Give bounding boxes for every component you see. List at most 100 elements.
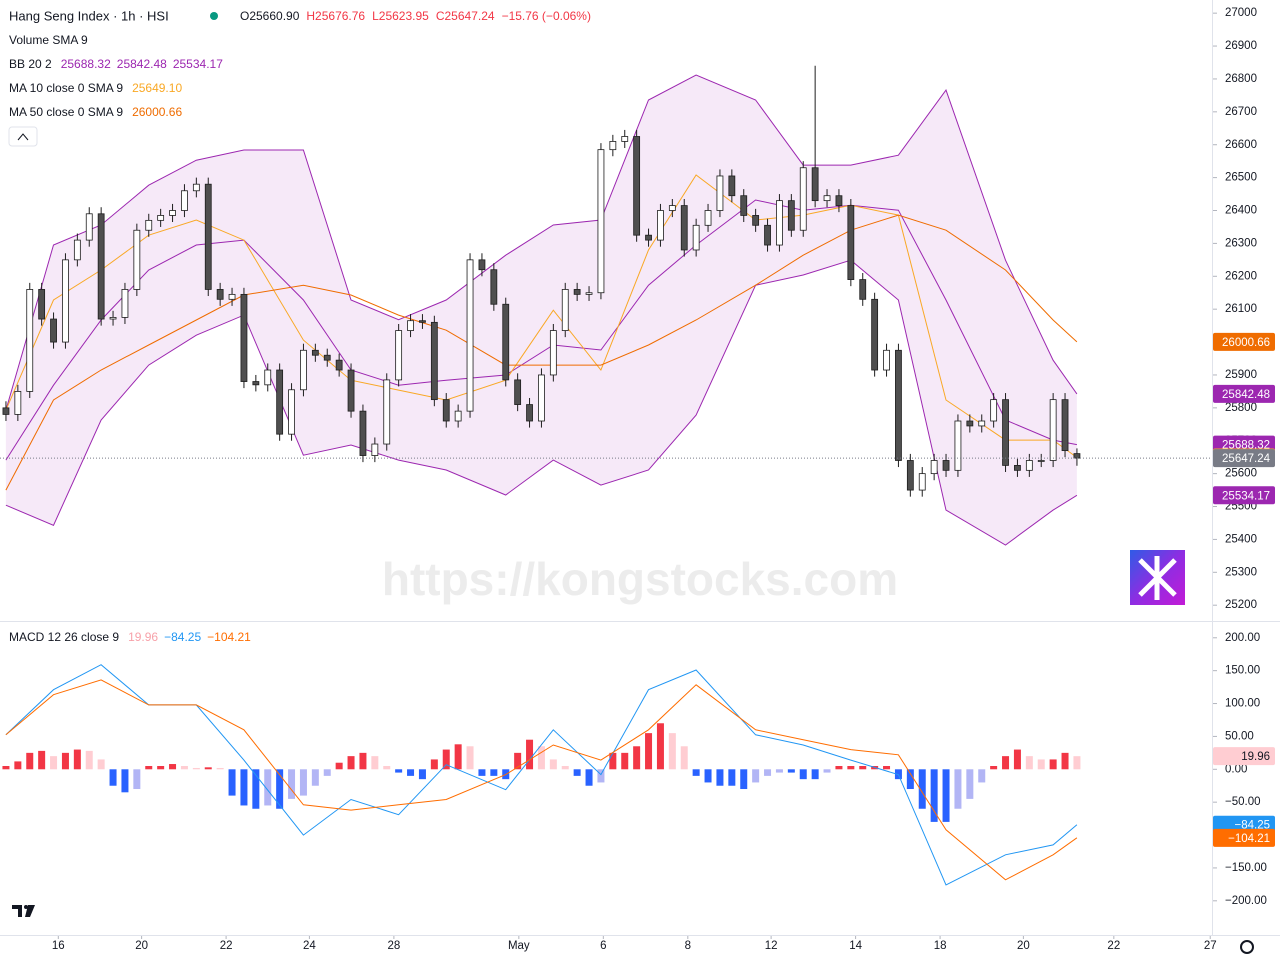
histogram-bar	[1025, 756, 1033, 770]
candle-body	[264, 369, 272, 386]
y-tick-label: 27000	[1225, 7, 1257, 19]
price-tag	[1213, 486, 1275, 505]
histogram-bar	[799, 769, 807, 780]
candle-body	[609, 141, 617, 151]
bb-fill	[5, 75, 1077, 545]
legend: Hang Seng Index · 1h · HSI O25660.90 H256…	[9, 8, 591, 644]
candle-body	[740, 195, 748, 216]
histogram-bar	[145, 766, 153, 770]
price-tag-label: 26000.66	[1222, 337, 1270, 349]
candle-body	[668, 205, 676, 211]
histogram-bar	[371, 756, 379, 770]
plot: 2520025300254002550025600257002580025900…	[0, 7, 1275, 952]
histogram-bar	[692, 769, 700, 776]
histogram-bar	[228, 769, 236, 796]
x-tick-label: 22	[1107, 940, 1120, 952]
histogram-bar	[775, 769, 783, 773]
ohlc-value: O25660.90	[240, 9, 300, 23]
indicator-value: 25534.17	[173, 57, 223, 71]
candle-body	[621, 136, 629, 142]
x-tick-label: 6	[600, 940, 606, 952]
histogram-bar	[549, 759, 557, 770]
y-tick-label: 26500	[1225, 172, 1257, 184]
candle-body	[728, 175, 736, 197]
candle-body	[978, 420, 986, 427]
candle-body	[585, 292, 593, 295]
candle-body	[502, 303, 510, 381]
candle-body	[192, 183, 200, 192]
candle-body	[1037, 460, 1045, 462]
candle-body	[514, 379, 522, 405]
histogram-bar	[526, 739, 534, 770]
candle-body	[252, 381, 260, 386]
candle-body	[942, 460, 950, 471]
histogram-bar	[752, 769, 760, 783]
x-tick-label: 12	[765, 940, 778, 952]
histogram-bar	[180, 766, 188, 770]
settings-icon[interactable]	[1240, 940, 1254, 954]
x-tick-label: May	[508, 940, 530, 952]
candle-body	[930, 460, 938, 475]
candle-body	[823, 195, 831, 202]
indicator-value: −104.21	[207, 630, 251, 644]
histogram-bar	[1073, 756, 1081, 770]
histogram-bar	[276, 769, 284, 809]
y-tick-label: −150.00	[1225, 862, 1267, 874]
ohlc-value: −15.76 (−0.06%)	[502, 9, 591, 23]
histogram-bar	[740, 769, 748, 790]
candle-body	[133, 229, 141, 290]
candle-body	[859, 279, 867, 300]
candle-body	[311, 349, 319, 356]
histogram-bar	[859, 766, 867, 770]
candle-body	[216, 289, 224, 300]
histogram-bar	[704, 769, 712, 783]
histogram-bar	[597, 769, 605, 783]
histogram-bar	[930, 769, 938, 822]
indicator-name: MA 50 close 0 SMA 9	[9, 105, 123, 119]
candle-body	[240, 293, 248, 382]
tv-logo	[12, 905, 35, 917]
histogram-bar	[1061, 752, 1069, 770]
histogram-bar	[847, 766, 855, 770]
y-tick-label: 50.00	[1225, 730, 1254, 742]
histogram-bar	[978, 769, 986, 783]
y-tick-label: −50.00	[1225, 796, 1261, 808]
y-tick-label: 25200	[1225, 599, 1257, 611]
y-tick-label: 26700	[1225, 106, 1257, 118]
y-tick-label: 200.00	[1225, 632, 1260, 644]
candle-body	[752, 215, 760, 226]
y-tick-label: 25800	[1225, 402, 1257, 414]
y-tick-label: 0.00	[1225, 763, 1247, 775]
candle-body	[323, 354, 331, 361]
histogram-bar	[26, 752, 34, 770]
histogram-bar	[192, 767, 200, 770]
candle-body	[895, 349, 902, 461]
histogram-bar	[1002, 756, 1010, 770]
histogram-bar	[668, 733, 676, 770]
histogram-bar	[811, 769, 819, 780]
price-tag-label: −104.21	[1228, 833, 1270, 845]
candle-body	[204, 183, 212, 290]
histogram-bar	[395, 769, 403, 773]
histogram-bar	[966, 769, 974, 799]
candle-body	[73, 239, 81, 261]
candle-body	[906, 460, 914, 491]
histogram-bar	[2, 766, 10, 770]
histogram-bar	[561, 766, 569, 770]
histogram-bar	[573, 769, 581, 776]
histogram-bar	[97, 759, 105, 770]
histogram-bar	[288, 769, 296, 799]
collapse-button[interactable]	[8, 126, 38, 147]
histogram-bar	[407, 769, 415, 776]
indicator-name: MACD 12 26 close 9	[9, 630, 119, 644]
histogram-bar	[835, 766, 843, 770]
candle-body	[811, 167, 819, 202]
histogram-bar	[252, 769, 260, 809]
candle-body	[347, 369, 355, 412]
ohlc-value: L25623.95	[372, 9, 429, 23]
indicator-value: 25688.32	[61, 57, 111, 71]
candle-body	[597, 149, 605, 294]
candle-body	[38, 289, 46, 320]
candle-body	[181, 190, 188, 211]
